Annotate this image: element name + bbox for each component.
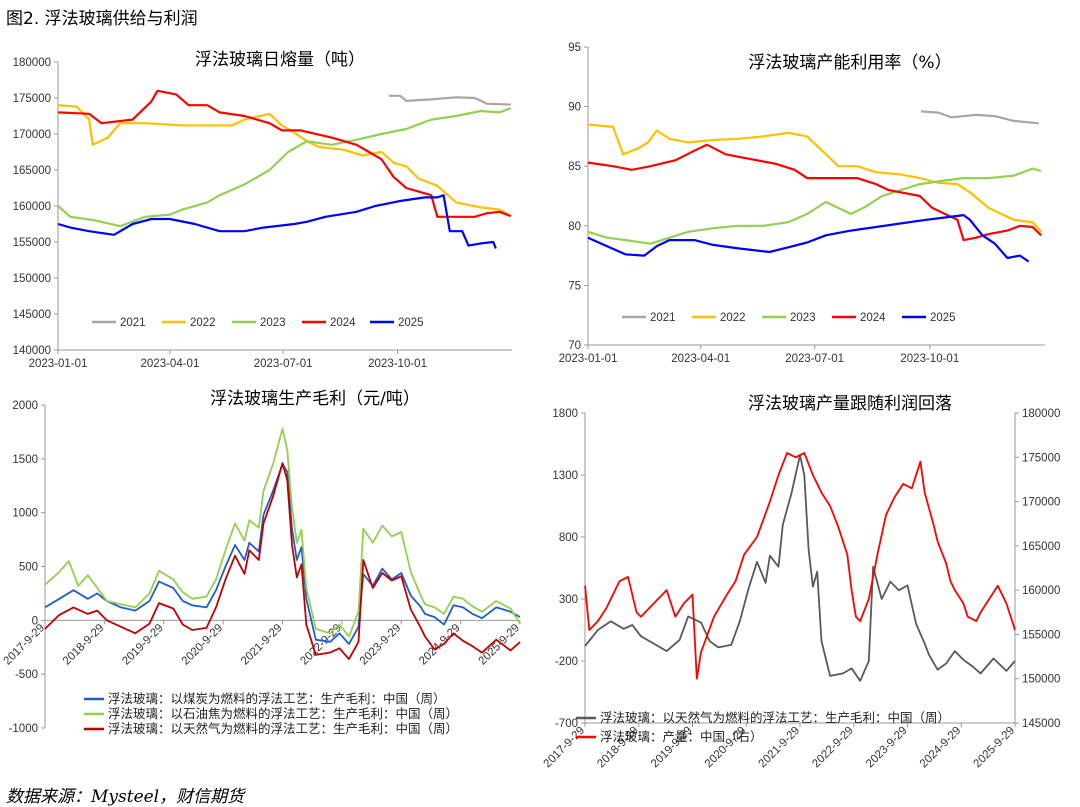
chart-capacity-utilization: 浮法玻璃产能利用率（%） 70 75 80 85 90 95 2023-01-01 2023-… bbox=[559, 42, 1045, 365]
legend-label: 浮法玻璃：以煤炭为燃料的浮法工艺：生产毛利：中国（周） bbox=[108, 691, 446, 706]
y-tick-label: 145000 bbox=[13, 309, 51, 321]
chart-production-margin: 浮法玻璃生产毛利（元/吨） -1000 -500 0 500 1000 1500 2000 2… bbox=[2, 389, 523, 736]
series-line-5 bbox=[587, 214, 1030, 263]
y-tick-label: 155000 bbox=[13, 237, 51, 249]
legend-label: 浮法玻璃：以石油焦为燃料的浮法工艺：生产毛利：中国（周） bbox=[108, 706, 458, 721]
x-tick-label: 2018-9-29 bbox=[61, 622, 107, 668]
y-tick-label-right: 155000 bbox=[1022, 629, 1060, 641]
x-tick-label: 2023-10-01 bbox=[368, 358, 427, 370]
series-line-2 bbox=[44, 427, 521, 638]
legend-label: 2023 bbox=[260, 317, 286, 329]
series-line-2 bbox=[584, 452, 1016, 680]
x-tick-label: 2022-9-29 bbox=[298, 622, 344, 668]
y-tick-label: 800 bbox=[559, 532, 578, 544]
y-tick-label: 0 bbox=[32, 615, 38, 627]
x-tick-label: 2021-9-29 bbox=[239, 622, 285, 668]
legend-label: 浮法玻璃：产量：中国（右） bbox=[600, 729, 763, 744]
chart-title: 浮法玻璃产量跟随利润回落 bbox=[748, 394, 952, 414]
x-tick-label: 2017-9-29 bbox=[2, 622, 48, 668]
y-tick-label: 1500 bbox=[12, 454, 38, 466]
chart-daily-melt: 浮法玻璃日熔量（吨） 140000 145000 150000 155000 16000… bbox=[13, 50, 512, 370]
x-tick-label: 2025-9-29 bbox=[972, 725, 1018, 771]
legend-label: 2024 bbox=[860, 312, 886, 324]
series-line-1 bbox=[584, 454, 1016, 682]
legend-label: 2023 bbox=[790, 312, 816, 324]
y-tick-label-right: 165000 bbox=[1022, 541, 1060, 553]
x-tick-label: 2023-9-29 bbox=[358, 622, 404, 668]
series-line-4 bbox=[587, 143, 1042, 242]
y-tick-label: 1000 bbox=[12, 508, 38, 520]
y-tick-label: 170000 bbox=[13, 129, 51, 141]
x-tick-label: 2024-9-29 bbox=[918, 725, 964, 771]
x-tick-label: 2025-9-29 bbox=[477, 622, 523, 668]
y-tick-label: 175000 bbox=[13, 93, 51, 105]
y-tick-label-right: 160000 bbox=[1022, 585, 1060, 597]
y-tick-label: 150000 bbox=[13, 273, 51, 285]
legend-label: 浮法玻璃：以天然气为燃料的浮法工艺：生产毛利：中国（周） bbox=[600, 710, 950, 725]
y-tick-label: 140000 bbox=[13, 345, 51, 357]
chart-title: 浮法玻璃产能利用率（%） bbox=[748, 53, 951, 73]
y-tick-label: 300 bbox=[559, 594, 578, 606]
x-tick-label: 2021-9-29 bbox=[757, 725, 803, 771]
x-tick-label: 2023-10-01 bbox=[900, 353, 959, 365]
y-tick-label: 1300 bbox=[552, 470, 578, 482]
y-tick-label: 165000 bbox=[13, 165, 51, 177]
series-line-3 bbox=[57, 107, 512, 228]
series-line-2 bbox=[587, 123, 1043, 233]
y-tick-label: 75 bbox=[568, 280, 581, 292]
y-tick-label: -700 bbox=[555, 718, 578, 730]
series-line-4 bbox=[57, 89, 512, 218]
y-tick-label: 1800 bbox=[552, 408, 578, 420]
chart-output-vs-profit: 浮法玻璃产量跟随利润回落 -700 -200 300 800 1300 1800 14500… bbox=[542, 394, 1061, 771]
legend-label: 2025 bbox=[930, 312, 956, 324]
x-tick-label: 2024-9-29 bbox=[417, 622, 463, 668]
x-tick-label: 2017-9-29 bbox=[542, 725, 588, 771]
legend-label: 2021 bbox=[650, 312, 676, 324]
legend-label: 2025 bbox=[398, 317, 424, 329]
y-tick-label: -500 bbox=[15, 669, 38, 681]
chart-title: 浮法玻璃日熔量（吨） bbox=[195, 50, 365, 70]
x-tick-label: 2023-07-01 bbox=[254, 358, 313, 370]
y-tick-label: 70 bbox=[568, 340, 581, 352]
series-line-3 bbox=[587, 167, 1042, 245]
y-tick-label: 90 bbox=[568, 102, 581, 114]
x-tick-label: 2023-01-01 bbox=[29, 358, 88, 370]
series-line-3 bbox=[44, 462, 521, 660]
x-tick-label: 2023-04-01 bbox=[671, 353, 730, 365]
legend-label: 浮法玻璃：以天然气为燃料的浮法工艺：生产毛利：中国（周） bbox=[108, 721, 458, 736]
y-tick-label: 160000 bbox=[13, 201, 51, 213]
legend-label: 2021 bbox=[120, 317, 146, 329]
series-line-1 bbox=[920, 110, 1039, 125]
x-tick-label: 2022-9-29 bbox=[810, 725, 856, 771]
figure-title: 图2. 浮法玻璃供给与利润 bbox=[6, 9, 198, 29]
y-tick-label-right: 145000 bbox=[1022, 718, 1060, 730]
series-line-2 bbox=[57, 104, 512, 218]
x-tick-label: 2023-9-29 bbox=[864, 725, 910, 771]
y-tick-label-right: 150000 bbox=[1022, 674, 1060, 686]
y-tick-label: -200 bbox=[555, 656, 578, 668]
y-tick-label: 95 bbox=[568, 42, 581, 54]
chart-title: 浮法玻璃生产毛利（元/吨） bbox=[210, 389, 420, 409]
legend-label: 2024 bbox=[330, 317, 356, 329]
x-tick-label: 2023-01-01 bbox=[559, 353, 618, 365]
y-tick-label: 2000 bbox=[12, 400, 38, 412]
x-tick-label: 2023-07-01 bbox=[785, 353, 844, 365]
y-tick-label-right: 175000 bbox=[1022, 452, 1060, 464]
y-tick-label: 80 bbox=[568, 221, 581, 233]
x-tick-label: 2023-04-01 bbox=[141, 358, 200, 370]
legend-label: 2022 bbox=[190, 317, 216, 329]
y-tick-label: 500 bbox=[19, 562, 38, 574]
y-tick-label-right: 170000 bbox=[1022, 497, 1060, 509]
series-line-1 bbox=[388, 94, 511, 106]
source-note: 数据来源：Mysteel，财信期货 bbox=[6, 787, 245, 807]
y-tick-label: 180000 bbox=[13, 57, 51, 69]
y-tick-label: -1000 bbox=[9, 723, 38, 735]
series-line-1 bbox=[44, 463, 521, 645]
y-tick-label: 85 bbox=[568, 161, 581, 173]
legend-label: 2022 bbox=[720, 312, 746, 324]
y-tick-label-right: 180000 bbox=[1022, 408, 1060, 420]
series-line-5 bbox=[57, 194, 497, 249]
